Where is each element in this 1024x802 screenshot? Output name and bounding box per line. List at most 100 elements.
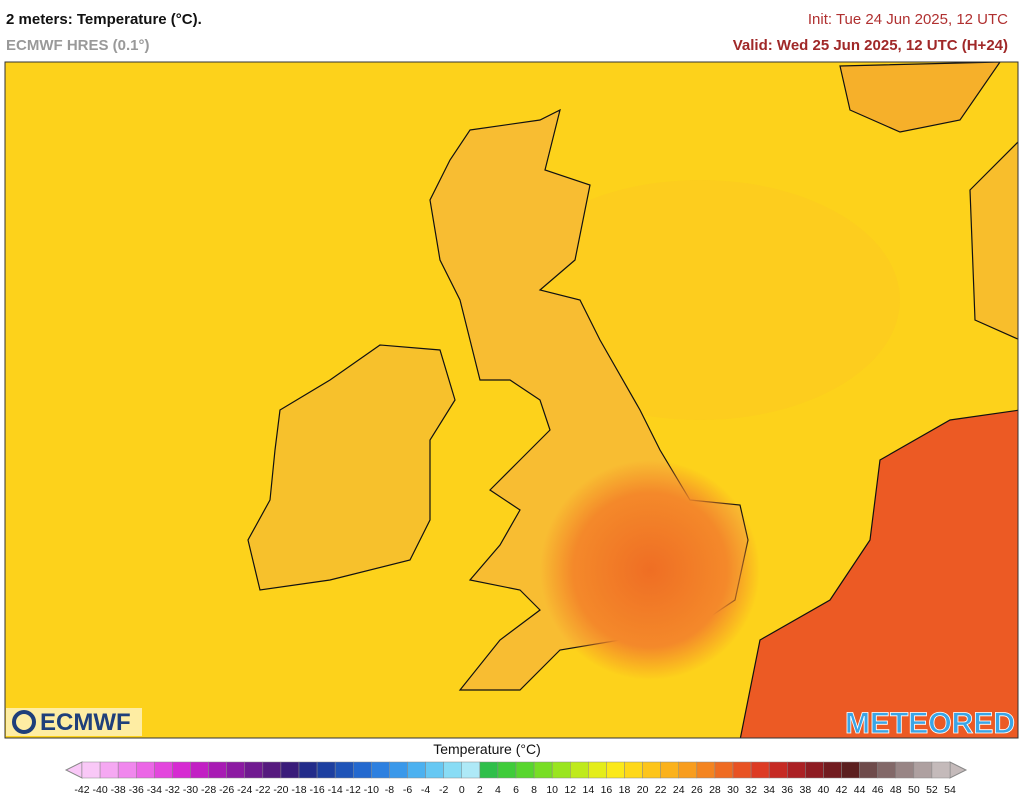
color-swatch — [913, 761, 933, 779]
color-swatch — [805, 761, 824, 779]
colorbar-tick-label: 38 — [799, 784, 811, 796]
colorbar-tick-label: 32 — [745, 784, 757, 796]
colorbar-tick-label: 36 — [781, 784, 793, 796]
colorbar-tick-label: 8 — [531, 784, 537, 796]
valid-time: Valid: Wed 25 Jun 2025, 12 UTC (H+24) — [732, 37, 1008, 54]
colorbar-tick-label: 14 — [582, 784, 594, 796]
color-swatch — [696, 761, 716, 779]
colorbar-tick-label: 2 — [477, 784, 483, 796]
colorbar-tick-label: 10 — [546, 784, 558, 796]
color-swatch — [117, 761, 137, 779]
init-time: Init: Tue 24 Jun 2025, 12 UTC — [807, 11, 1008, 28]
color-swatch — [334, 761, 354, 779]
color-swatch — [606, 761, 625, 779]
colorbar-tick-label: -38 — [111, 784, 126, 796]
color-swatch — [81, 761, 101, 779]
denmark — [969, 141, 1018, 340]
colorbar-tick-label: 42 — [836, 784, 848, 796]
ecmwf-icon — [12, 710, 36, 734]
color-swatch — [99, 761, 119, 779]
color-swatch — [551, 761, 571, 779]
color-swatch — [787, 761, 806, 779]
color-swatch — [172, 761, 191, 779]
colorbar-title: Temperature (°C) — [433, 741, 541, 757]
colorbar-tick-label: -14 — [328, 784, 343, 796]
colorbar-tick-label: -4 — [421, 784, 430, 796]
color-swatch — [497, 761, 517, 779]
color-swatch — [226, 761, 246, 779]
color-swatch — [588, 761, 607, 779]
color-swatch — [660, 761, 680, 779]
ireland — [247, 344, 456, 591]
colorbar-tick-label: 4 — [495, 784, 501, 796]
color-swatch — [298, 761, 318, 779]
colorbar-tick-label: 6 — [513, 784, 519, 796]
norway — [839, 62, 1001, 133]
colorbar-tick-label: 18 — [619, 784, 631, 796]
color-swatch — [190, 761, 209, 779]
color-swatch — [714, 761, 734, 779]
color-swatch — [931, 761, 951, 779]
colorbar-tick-label: 34 — [763, 784, 775, 796]
colorbar-tick-label: 26 — [691, 784, 703, 796]
color-swatch — [570, 761, 589, 779]
colorbar-arrow-high — [949, 761, 968, 779]
color-swatch — [479, 761, 499, 779]
color-swatch — [533, 761, 553, 779]
colorbar-tick-label: 54 — [944, 784, 956, 796]
colorbar-tick-label: -36 — [129, 784, 144, 796]
colorbar-tick-label: 46 — [872, 784, 884, 796]
color-swatch — [750, 761, 770, 779]
colorbar-tick-label: 44 — [854, 784, 866, 796]
colorbar-tick-label: -30 — [183, 784, 198, 796]
colorbar-tick-label: -22 — [255, 784, 270, 796]
ecmwf-logo: ECMWF — [40, 709, 131, 736]
colorbar-tick-label: -34 — [147, 784, 162, 796]
colorbar-tick-label: 28 — [709, 784, 721, 796]
colorbar-tick-label: -10 — [364, 784, 379, 796]
color-swatch — [154, 761, 173, 779]
colorbar-tick-label: 40 — [818, 784, 830, 796]
colorbar-tick-label: -8 — [385, 784, 394, 796]
colorbar-tick-label: -16 — [309, 784, 324, 796]
meteored-logo: METEORED — [845, 707, 1015, 740]
color-swatch — [244, 761, 264, 779]
map-frame — [4, 61, 1019, 739]
colorbar-tick-label: -20 — [273, 784, 288, 796]
color-swatch — [208, 761, 227, 779]
colorbar-tick-label: -6 — [403, 784, 412, 796]
colorbar-tick-label: -2 — [439, 784, 448, 796]
color-swatch — [136, 761, 155, 779]
colorbar-tick-label: 48 — [890, 784, 902, 796]
colorbar-tick-label: 22 — [655, 784, 667, 796]
color-swatch — [425, 761, 444, 779]
color-swatch — [515, 761, 535, 779]
colorbar-tick-label: 52 — [926, 784, 938, 796]
colorbar-tick-label: -26 — [219, 784, 234, 796]
color-swatch — [877, 761, 897, 779]
colorbar-tick-label: 30 — [727, 784, 739, 796]
color-swatch — [280, 761, 300, 779]
color-swatch — [316, 761, 336, 779]
colorbar-tick-label: -32 — [165, 784, 180, 796]
color-swatch — [461, 761, 481, 779]
colorbar-tick-label: -18 — [291, 784, 306, 796]
color-swatch — [823, 761, 842, 779]
colorbar-tick-label: 12 — [564, 784, 576, 796]
colorbar-tick-label: -24 — [237, 784, 252, 796]
color-swatch — [859, 761, 878, 779]
colorbar-tick-label: -28 — [201, 784, 216, 796]
color-swatch — [353, 761, 372, 779]
color-swatch — [732, 761, 752, 779]
color-swatch — [262, 761, 282, 779]
color-swatch — [371, 761, 390, 779]
model: ECMWF HRES (0.1°) — [6, 37, 150, 54]
color-swatch — [642, 761, 661, 779]
colorbar-tick-label: 50 — [908, 784, 920, 796]
colorbar-tick-label: 24 — [673, 784, 685, 796]
colorbar-tick-label: -40 — [92, 784, 107, 796]
color-swatch — [407, 761, 426, 779]
color-swatch — [678, 761, 698, 779]
